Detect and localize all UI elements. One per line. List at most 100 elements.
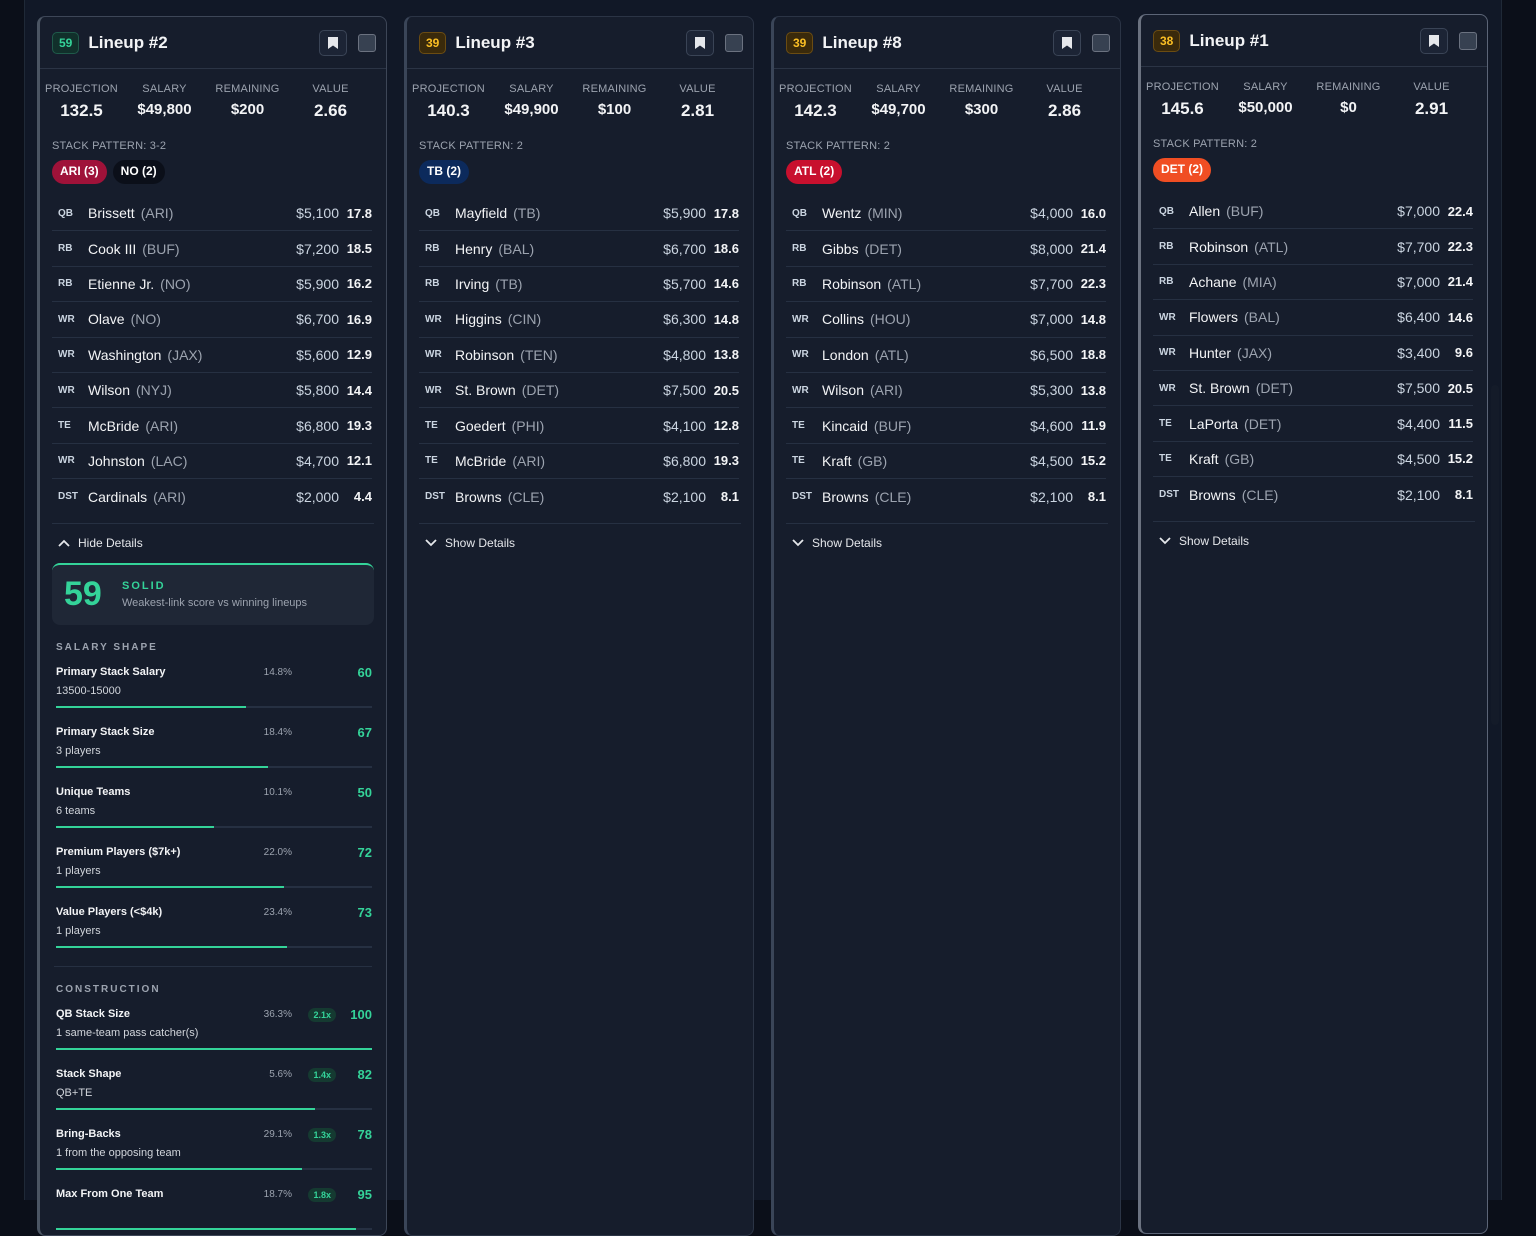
player-row[interactable]: RB Cook III (BUF) $7,200 18.5 bbox=[52, 231, 372, 267]
player-row[interactable]: WR Robinson (TEN) $4,800 13.8 bbox=[419, 338, 739, 373]
player-row[interactable]: WR Washington (JAX) $5,600 12.9 bbox=[52, 338, 372, 373]
player-row[interactable]: WR Higgins (CIN) $6,300 14.8 bbox=[419, 302, 739, 338]
metric-bar bbox=[56, 945, 372, 948]
player-row[interactable]: RB Achane (MIA) $7,000 21.4 bbox=[1153, 265, 1473, 301]
player-team: (HOU) bbox=[870, 311, 911, 328]
bookmark-button[interactable] bbox=[1420, 27, 1448, 54]
player-row[interactable]: WR St. Brown (DET) $7,500 20.5 bbox=[1153, 371, 1473, 407]
stat-label: VALUE bbox=[1046, 83, 1083, 95]
player-salary: $2,100 bbox=[1397, 486, 1440, 503]
player-row[interactable]: RB Etienne Jr. (NO) $5,900 16.2 bbox=[52, 267, 372, 303]
metric-bar-fill bbox=[56, 825, 214, 828]
lineup-select-checkbox[interactable] bbox=[1092, 33, 1110, 52]
player-team: (ARI) bbox=[870, 382, 903, 399]
stack-pattern: STACK PATTERN: 2 bbox=[786, 140, 891, 152]
player-name: Browns bbox=[822, 488, 869, 505]
player-row[interactable]: TE Goedert (PHI) $4,100 12.8 bbox=[419, 408, 739, 444]
metric-row: Primary Stack Salary 13500-15000 14.8% 60 bbox=[56, 653, 372, 713]
player-row[interactable]: WR Wilson (NYJ) $5,800 14.4 bbox=[52, 373, 372, 409]
player-row[interactable]: TE Kraft (GB) $4,500 15.2 bbox=[786, 444, 1106, 480]
player-team: (MIA) bbox=[1242, 273, 1277, 290]
player-row[interactable]: RB Irving (TB) $5,700 14.6 bbox=[419, 267, 739, 303]
player-row[interactable]: QB Wentz (MIN) $4,000 16.0 bbox=[786, 196, 1106, 232]
player-row[interactable]: QB Allen (BUF) $7,000 22.4 bbox=[1153, 194, 1473, 230]
player-projection: 21.4 bbox=[1447, 274, 1473, 290]
player-salary: $4,000 bbox=[1030, 205, 1073, 222]
player-row[interactable]: TE McBride (ARI) $6,800 19.3 bbox=[419, 444, 739, 480]
team-tags: TB (2) bbox=[419, 160, 753, 184]
player-name: Irving bbox=[455, 275, 490, 292]
player-projection: 8.1 bbox=[1087, 489, 1106, 505]
player-name: Kraft bbox=[822, 452, 852, 469]
player-salary: $4,700 bbox=[296, 452, 339, 469]
details-toggle[interactable]: Show Details bbox=[419, 522, 741, 553]
details-toggle[interactable]: Show Details bbox=[786, 522, 1108, 553]
player-list: QB Wentz (MIN) $4,000 16.0 RB Gibbs (DET) $8,000… bbox=[786, 196, 1106, 515]
player-position: TE bbox=[792, 420, 805, 432]
player-salary: $5,100 bbox=[296, 205, 339, 222]
player-row[interactable]: RB Robinson (ATL) $7,700 22.3 bbox=[1153, 229, 1473, 265]
player-row[interactable]: WR Hunter (JAX) $3,400 9.6 bbox=[1153, 336, 1473, 371]
bookmark-button[interactable] bbox=[1053, 29, 1081, 56]
player-row[interactable]: DST Browns (CLE) $2,100 8.1 bbox=[1153, 477, 1473, 512]
player-row[interactable]: DST Browns (CLE) $2,100 8.1 bbox=[419, 479, 739, 514]
player-row[interactable]: WR Collins (HOU) $7,000 14.8 bbox=[786, 302, 1106, 338]
player-name: London bbox=[822, 346, 869, 363]
metric-multiplier: 1.3x bbox=[308, 1127, 336, 1142]
player-row[interactable]: TE Kincaid (BUF) $4,600 11.9 bbox=[786, 408, 1106, 444]
construction-title: CONSTRUCTION bbox=[56, 983, 161, 995]
player-row[interactable]: DST Browns (CLE) $2,100 8.1 bbox=[786, 479, 1106, 514]
lineup-select-checkbox[interactable] bbox=[1459, 31, 1477, 50]
player-row[interactable]: RB Gibbs (DET) $8,000 21.4 bbox=[786, 231, 1106, 267]
player-row[interactable]: RB Henry (BAL) $6,700 18.6 bbox=[419, 231, 739, 267]
player-row[interactable]: WR Flowers (BAL) $6,400 14.6 bbox=[1153, 300, 1473, 336]
stat-value: $49,800 bbox=[137, 101, 192, 118]
player-salary: $7,700 bbox=[1397, 238, 1440, 255]
lineup-select-checkbox[interactable] bbox=[725, 33, 743, 52]
details-toggle[interactable]: Show Details bbox=[1153, 520, 1475, 551]
player-projection: 15.2 bbox=[1080, 453, 1106, 469]
player-row[interactable]: QB Mayfield (TB) $5,900 17.8 bbox=[419, 196, 739, 232]
metric-bar bbox=[56, 1227, 372, 1230]
lineup-select-checkbox[interactable] bbox=[358, 33, 376, 52]
player-team: (JAX) bbox=[167, 346, 203, 363]
player-projection: 11.5 bbox=[1448, 416, 1473, 432]
player-row[interactable]: TE Kraft (GB) $4,500 15.2 bbox=[1153, 442, 1473, 478]
player-row[interactable]: QB Brissett (ARI) $5,100 17.8 bbox=[52, 196, 372, 232]
player-projection: 14.8 bbox=[713, 311, 739, 327]
player-position: DST bbox=[1159, 489, 1179, 501]
player-row[interactable]: WR Johnston (LAC) $4,700 12.1 bbox=[52, 444, 372, 480]
player-row[interactable]: WR St. Brown (DET) $7,500 20.5 bbox=[419, 373, 739, 409]
player-projection: 4.4 bbox=[353, 489, 372, 505]
grade-score: 59 bbox=[64, 575, 102, 614]
player-position: WR bbox=[425, 384, 442, 396]
player-salary: $6,700 bbox=[663, 240, 706, 257]
player-row[interactable]: WR London (ATL) $6,500 18.8 bbox=[786, 338, 1106, 373]
player-team: (ARI) bbox=[512, 452, 546, 469]
scrollbar-thumb[interactable] bbox=[1491, 385, 1499, 725]
metric-detail: 6 teams bbox=[56, 804, 96, 817]
player-name: McBride bbox=[88, 417, 140, 434]
player-row[interactable]: RB Robinson (ATL) $7,700 22.3 bbox=[786, 267, 1106, 303]
player-team: (JAX) bbox=[1237, 344, 1273, 361]
player-row[interactable]: DST Cardinals (ARI) $2,000 4.4 bbox=[52, 479, 372, 514]
player-row[interactable]: WR Wilson (ARI) $5,300 13.8 bbox=[786, 373, 1106, 409]
player-row[interactable]: TE LaPorta (DET) $4,400 11.5 bbox=[1153, 406, 1473, 442]
player-projection: 14.8 bbox=[1080, 311, 1106, 327]
bookmark-button[interactable] bbox=[319, 29, 347, 56]
player-row[interactable]: TE McBride (ARI) $6,800 19.3 bbox=[52, 408, 372, 444]
player-row[interactable]: WR Olave (NO) $6,700 16.9 bbox=[52, 302, 372, 338]
player-salary: $4,100 bbox=[663, 417, 706, 434]
player-salary: $5,900 bbox=[296, 275, 339, 292]
details-toggle[interactable]: Hide Details bbox=[52, 522, 374, 553]
player-salary: $5,800 bbox=[296, 382, 339, 399]
metric-multiplier: 1.8x bbox=[308, 1187, 336, 1202]
stat-value-metric: VALUE 2.86 bbox=[1023, 83, 1106, 121]
lineup-card-header: 59 Lineup #2 bbox=[40, 17, 386, 69]
player-salary: $7,500 bbox=[663, 382, 706, 399]
player-salary: $6,400 bbox=[1397, 309, 1440, 326]
player-name: Allen bbox=[1189, 203, 1221, 220]
metric-score: 82 bbox=[357, 1066, 372, 1082]
bookmark-button[interactable] bbox=[686, 29, 714, 56]
metric-bar-fill bbox=[56, 1047, 372, 1050]
